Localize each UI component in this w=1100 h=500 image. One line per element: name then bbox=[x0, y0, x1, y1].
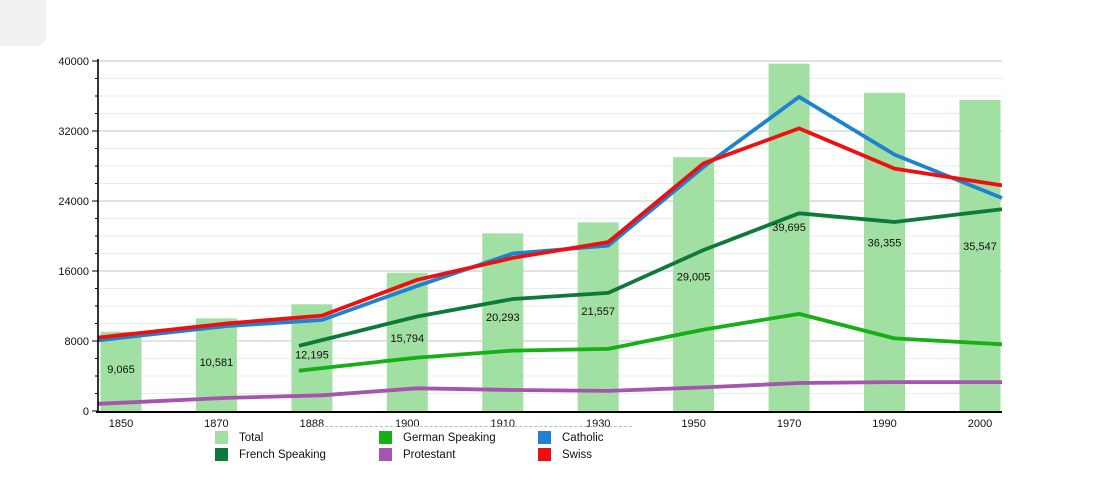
x-tick-label-2000: 2000 bbox=[968, 418, 992, 430]
bar-value-1870: 10,581 bbox=[200, 357, 234, 369]
y-axis-ticks bbox=[92, 60, 98, 412]
total-bar-1930 bbox=[577, 222, 619, 411]
gridlines-minor bbox=[98, 78, 1002, 394]
y-tick-label: 32000 bbox=[58, 126, 89, 138]
series-line-german-speaking bbox=[298, 311, 1003, 373]
series-line-french-speaking bbox=[298, 207, 1003, 348]
x-tick-label-1900: 1900 bbox=[395, 418, 419, 430]
bar-value-1930: 21,557 bbox=[581, 306, 615, 318]
total-bar-2000 bbox=[959, 100, 1001, 411]
legend-label-german-speaking: German Speaking bbox=[403, 431, 496, 444]
x-tick-label-1910: 1910 bbox=[491, 418, 515, 430]
y-tick-label: 16000 bbox=[58, 266, 89, 278]
total-bar-1850 bbox=[100, 331, 142, 411]
bar-value-1990: 36,355 bbox=[868, 237, 902, 249]
y-tick-label: 0 bbox=[83, 406, 89, 418]
legend-item-catholic: Catholic bbox=[538, 431, 604, 444]
x-tick-label-1870: 1870 bbox=[204, 418, 228, 430]
bar-value-1888: 12,195 bbox=[295, 349, 329, 361]
legend-label-total: Total bbox=[239, 431, 264, 444]
x-tick-label-1930: 1930 bbox=[586, 418, 610, 430]
total-bar-1990 bbox=[864, 92, 905, 412]
series-line-protestant bbox=[97, 380, 1002, 406]
chart-legend: Total German Speaking Catholic French Sp… bbox=[215, 431, 695, 467]
bar-value-1910: 20,293 bbox=[486, 312, 520, 324]
legend-swatch-swiss bbox=[538, 448, 551, 461]
x-tick-label-1850: 1850 bbox=[109, 418, 133, 430]
legend-label-protestant: Protestant bbox=[403, 448, 456, 461]
y-axis-labels: 0 8000 16000 24000 32000 40000 bbox=[58, 56, 89, 418]
x-tick-label-1950: 1950 bbox=[681, 418, 705, 430]
y-tick-label: 8000 bbox=[65, 336, 89, 348]
total-bar-1950 bbox=[673, 157, 715, 411]
bar-value-1950: 29,005 bbox=[677, 272, 711, 284]
y-tick-label: 40000 bbox=[58, 56, 89, 68]
corner-decoration bbox=[0, 0, 46, 46]
bar-value-labels: 9,065 10,581 12,195 15,794 20,293 21,557 29,00… bbox=[107, 222, 997, 376]
bar-value-1850: 9,065 bbox=[107, 364, 135, 376]
legend-swatch-catholic bbox=[538, 431, 551, 444]
selection-dashes-decoration bbox=[310, 426, 632, 427]
legend-label-catholic: Catholic bbox=[562, 431, 604, 444]
legend-item-swiss: Swiss bbox=[538, 448, 592, 461]
series-line-swiss bbox=[97, 126, 1003, 340]
x-axis-labels: 1850 1870 1888 1900 1910 1930 1950 1970 1990 2000 bbox=[109, 418, 992, 430]
legend-swatch-protestant bbox=[379, 448, 392, 461]
total-bar-1970 bbox=[768, 63, 810, 411]
legend-swatch-total bbox=[215, 431, 228, 444]
legend-label-swiss: Swiss bbox=[562, 448, 593, 461]
x-tick-label-1990: 1990 bbox=[872, 418, 896, 430]
legend-item-french-speaking: French Speaking bbox=[215, 448, 326, 461]
legend-swatch-german-speaking bbox=[379, 431, 392, 444]
legend-item-protestant: Protestant bbox=[379, 448, 455, 461]
x-tick-label-1888: 1888 bbox=[300, 418, 324, 430]
x-tick-label-1970: 1970 bbox=[777, 418, 801, 430]
legend-item-total: Total bbox=[215, 431, 263, 444]
legend-item-german-speaking: German Speaking bbox=[379, 431, 496, 444]
legend-swatch-french-speaking bbox=[215, 448, 228, 461]
y-tick-label: 24000 bbox=[58, 196, 89, 208]
bar-value-2000: 35,547 bbox=[963, 241, 997, 253]
gridlines-major bbox=[98, 60, 1002, 342]
bar-value-1970: 39,695 bbox=[772, 222, 806, 234]
legend-label-french-speaking: French Speaking bbox=[239, 448, 326, 461]
total-bar-1870 bbox=[195, 318, 237, 411]
bar-value-1900: 15,794 bbox=[390, 333, 424, 345]
